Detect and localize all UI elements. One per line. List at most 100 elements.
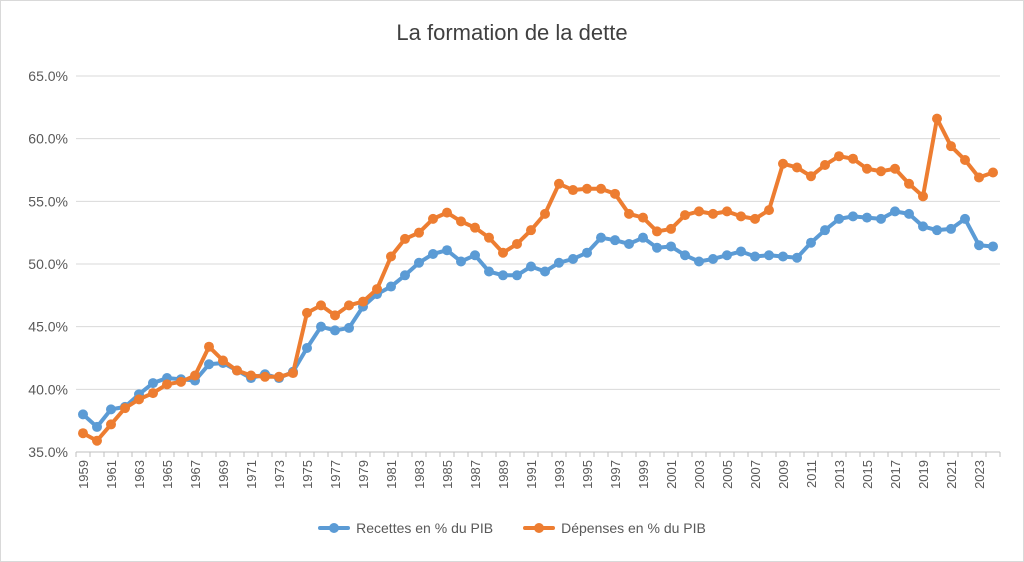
data-point: [176, 376, 186, 387]
data-point: [862, 212, 872, 223]
y-axis-tick-labels: 35.0% 40.0% 45.0% 50.0% 55.0% 60.0% 65.0%: [28, 68, 68, 460]
x-tick-label: 1965: [160, 460, 175, 489]
data-point: [834, 151, 844, 162]
data-point: [344, 322, 354, 333]
data-point: [330, 310, 340, 321]
data-point: [624, 238, 634, 249]
data-point: [232, 365, 242, 376]
data-point: [932, 225, 942, 236]
data-point: [582, 183, 592, 194]
x-tick-label: 1961: [104, 460, 119, 489]
x-tick-label: 1997: [608, 460, 623, 489]
x-tick-label: 1971: [244, 460, 259, 489]
x-tick-label: 2011: [804, 460, 819, 488]
data-point: [358, 296, 368, 307]
data-point: [876, 213, 886, 224]
data-point: [946, 141, 956, 152]
data-point: [92, 421, 102, 432]
x-tick-label: 2021: [944, 460, 959, 489]
data-point: [218, 355, 228, 366]
data-point: [302, 307, 312, 318]
data-point: [890, 206, 900, 217]
data-point: [960, 154, 970, 165]
data-point: [190, 370, 200, 381]
data-point: [288, 368, 298, 379]
data-point: [918, 191, 928, 202]
data-point: [428, 248, 438, 259]
y-tick-label: 60.0%: [28, 131, 68, 147]
data-point: [512, 270, 522, 281]
x-tick-label: 1963: [132, 460, 147, 489]
x-tick-label: 2005: [720, 460, 735, 489]
data-point: [666, 223, 676, 234]
data-point: [946, 223, 956, 234]
data-point: [708, 208, 718, 219]
data-point: [890, 163, 900, 174]
data-point: [470, 250, 480, 261]
data-point: [162, 379, 172, 390]
data-point: [498, 247, 508, 258]
data-point: [442, 245, 452, 256]
legend-item-recettes: Recettes en % du PIB: [318, 520, 493, 536]
data-point: [932, 113, 942, 124]
data-point: [330, 325, 340, 336]
x-tick-label: 1981: [384, 460, 399, 489]
series-line: [81, 116, 995, 443]
data-point: [974, 172, 984, 183]
x-tick-label: 2007: [748, 460, 763, 489]
data-point: [596, 232, 606, 243]
x-tick-label: 1995: [580, 460, 595, 489]
data-point: [134, 394, 144, 405]
data-point: [106, 404, 116, 415]
y-tick-label: 35.0%: [28, 444, 68, 460]
x-tick-label: 2017: [888, 460, 903, 489]
data-point: [568, 185, 578, 196]
data-point: [428, 213, 438, 224]
x-tick-label: 1985: [440, 460, 455, 489]
data-point: [834, 213, 844, 224]
x-tick-label: 1959: [76, 460, 91, 489]
data-point: [78, 409, 88, 420]
data-point: [442, 207, 452, 218]
x-tick-label: 2023: [972, 460, 987, 489]
data-point: [260, 371, 270, 382]
data-point: [316, 300, 326, 311]
series-layer: [78, 113, 998, 446]
x-tick-label: 2015: [860, 460, 875, 489]
data-point: [820, 225, 830, 236]
data-point: [540, 208, 550, 219]
data-point: [526, 225, 536, 236]
data-point: [106, 419, 116, 430]
data-point: [148, 378, 158, 389]
legend-label-depenses: Dépenses en % du PIB: [561, 520, 706, 536]
data-point: [652, 226, 662, 237]
data-point: [470, 222, 480, 233]
data-point: [904, 178, 914, 189]
data-point: [960, 213, 970, 224]
data-point: [848, 153, 858, 164]
data-point: [778, 158, 788, 169]
data-point: [582, 247, 592, 258]
data-point: [918, 221, 928, 232]
data-point: [694, 206, 704, 217]
data-point: [372, 284, 382, 295]
data-point: [876, 166, 886, 177]
data-point: [722, 206, 732, 217]
data-point: [246, 370, 256, 381]
x-tick-label: 2003: [692, 460, 707, 489]
y-tick-label: 65.0%: [28, 68, 68, 84]
data-point: [526, 261, 536, 272]
x-axis: [75, 451, 1001, 457]
legend: Recettes en % du PIB Dépenses en % du PI…: [0, 520, 1024, 536]
x-tick-label: 1983: [412, 460, 427, 489]
data-point: [386, 251, 396, 262]
data-point: [484, 232, 494, 243]
data-point: [722, 250, 732, 261]
x-tick-label: 2013: [832, 460, 847, 489]
legend-swatch-depenses: [523, 522, 556, 534]
data-point: [484, 266, 494, 277]
data-point: [414, 257, 424, 268]
data-point: [820, 159, 830, 170]
